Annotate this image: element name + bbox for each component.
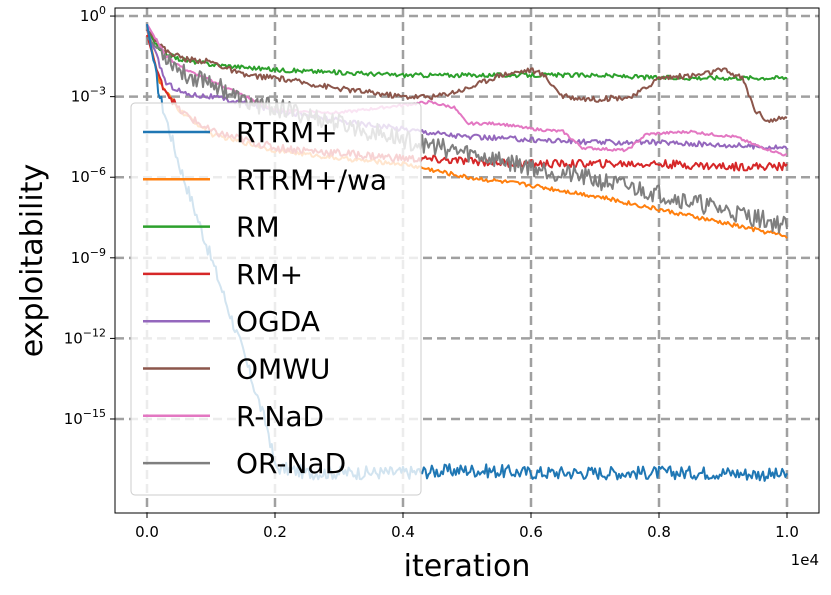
- y-tick-label-5: 10−15: [64, 407, 106, 428]
- x-tick-label-4: 0.8: [647, 523, 671, 541]
- y-tick-label-1: 10−3: [71, 85, 106, 106]
- series-line-rm: [146, 28, 788, 81]
- legend-label-3: RM+: [236, 258, 303, 291]
- y-tick-label-2: 10−6: [71, 165, 106, 186]
- legend-label-0: RTRM+: [236, 116, 338, 149]
- x-tick-label-2: 0.4: [391, 523, 415, 541]
- tick-layer: 0.0 0.2 0.4 0.6 0.8 1.0 100 10−3 10−6 10−9 10−12 10…: [64, 4, 799, 541]
- legend-label-2: RM: [236, 211, 280, 244]
- y-tick-label-4: 10−12: [64, 326, 106, 347]
- y-axis-title: exploitability: [15, 164, 50, 357]
- x-axis-title: iteration: [404, 549, 531, 584]
- legend: RTRM+ RTRM+/wa RM RM+ OGDA OMWU R-NaD OR-NaD: [130, 102, 422, 496]
- y-tick-label-0: 100: [80, 4, 106, 25]
- y-tick-label-3: 10−9: [71, 246, 106, 267]
- x-tick-label-5: 1.0: [775, 523, 799, 541]
- series-line-omwu: [146, 28, 788, 124]
- legend-label-5: OMWU: [236, 353, 330, 386]
- x-offset-label: 1e4: [791, 551, 819, 569]
- x-tick-label-3: 0.6: [519, 523, 543, 541]
- plot-frame: [114, 7, 820, 514]
- legend-label-4: OGDA: [236, 305, 320, 338]
- x-tick-label-1: 0.2: [263, 523, 287, 541]
- x-tick-label-0: 0.0: [135, 523, 159, 541]
- legend-box: [130, 102, 422, 496]
- series-line-r-nad: [146, 23, 788, 157]
- legend-label-1: RTRM+/wa: [236, 163, 387, 196]
- legend-label-7: OR-NaD: [236, 447, 346, 480]
- legend-label-6: R-NaD: [236, 400, 324, 433]
